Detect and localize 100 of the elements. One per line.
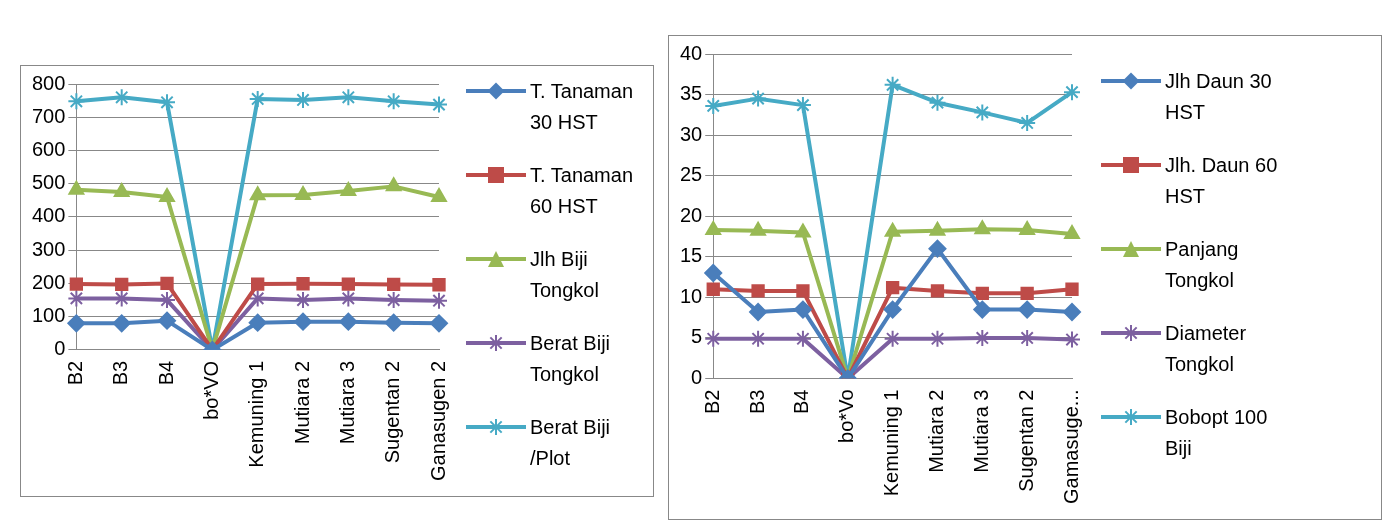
legend-label: Jlh. Daun 60 HST bbox=[1165, 153, 1279, 209]
point bbox=[68, 180, 85, 195]
legend-label: Berat Biji /Plot bbox=[530, 415, 612, 471]
y-tick-label: 25 bbox=[680, 163, 703, 186]
point bbox=[884, 222, 901, 237]
legend-label: Jlh Biji Tongkol bbox=[530, 247, 600, 303]
legend-label: T. Tanaman 30 HST bbox=[530, 79, 635, 135]
point bbox=[885, 280, 900, 295]
point bbox=[928, 93, 947, 112]
point bbox=[795, 223, 811, 238]
point bbox=[749, 89, 768, 108]
point bbox=[1018, 113, 1037, 132]
y-tick-label: 10 bbox=[680, 284, 703, 307]
point bbox=[1065, 282, 1079, 296]
point bbox=[883, 75, 902, 94]
x-tick-label: Kemuning 1 bbox=[880, 389, 903, 497]
point bbox=[750, 221, 767, 236]
point bbox=[67, 314, 86, 333]
point bbox=[341, 277, 355, 291]
y-tick-label: 700 bbox=[31, 104, 66, 127]
legend-label: Jlh Daun 30 HST bbox=[1165, 69, 1273, 125]
legend-label: Panjang Tongkol bbox=[1165, 237, 1240, 293]
x-tick-label: B2 bbox=[63, 360, 86, 386]
x-tick-label: bo*Vo bbox=[835, 389, 858, 443]
point bbox=[1019, 221, 1036, 236]
point bbox=[704, 264, 723, 283]
point bbox=[248, 313, 267, 332]
point bbox=[158, 311, 177, 330]
y-tick-label: 30 bbox=[680, 122, 703, 145]
y-tick-label: 20 bbox=[680, 203, 703, 226]
x-tick-label: Mutiara 3 bbox=[335, 360, 358, 445]
point bbox=[339, 312, 358, 331]
point bbox=[430, 95, 448, 114]
point bbox=[974, 220, 991, 235]
x-tick-label: B3 bbox=[109, 360, 132, 386]
x-tick-label: Mutiara 3 bbox=[969, 389, 992, 473]
point bbox=[249, 186, 266, 201]
y-tick-label: 0 bbox=[54, 337, 66, 360]
x-tick-label: Ganasugen 2 bbox=[426, 360, 449, 482]
y-tick-label: 400 bbox=[31, 204, 66, 227]
y-tick-label: 15 bbox=[680, 244, 703, 267]
y-tick-label: 500 bbox=[31, 171, 66, 194]
point bbox=[1064, 225, 1080, 240]
y-tick-label: 0 bbox=[691, 366, 703, 389]
y-tick-label: 5 bbox=[691, 325, 703, 348]
point bbox=[384, 313, 403, 332]
point bbox=[251, 277, 265, 291]
point bbox=[158, 93, 177, 112]
point bbox=[975, 286, 989, 300]
x-tick-label: Sugentan 2 bbox=[381, 360, 404, 464]
point bbox=[751, 284, 765, 298]
legend-label: Berat Biji Tongkol bbox=[530, 331, 612, 387]
point bbox=[295, 186, 311, 201]
point bbox=[928, 239, 947, 258]
point bbox=[158, 291, 177, 310]
point bbox=[296, 277, 310, 291]
x-tick-label: Mutiara 2 bbox=[924, 389, 947, 473]
point bbox=[883, 300, 902, 319]
point bbox=[115, 277, 129, 292]
point bbox=[1063, 302, 1081, 321]
x-tick-label: bo*VO bbox=[199, 360, 222, 420]
legend-label: Bobopt 100 Biji bbox=[1165, 405, 1269, 461]
point bbox=[973, 300, 992, 319]
y-tick-label: 35 bbox=[680, 82, 703, 105]
point bbox=[430, 291, 448, 310]
point bbox=[113, 183, 130, 198]
y-tick-label: 600 bbox=[31, 137, 66, 160]
point bbox=[930, 284, 945, 298]
point bbox=[929, 221, 946, 236]
point bbox=[749, 302, 768, 321]
x-tick-label: Kemuning 1 bbox=[245, 360, 268, 468]
y-tick-label: 300 bbox=[31, 237, 66, 260]
point bbox=[112, 314, 131, 333]
point bbox=[67, 92, 86, 111]
point bbox=[704, 96, 723, 115]
x-tick-label: Gamasuge... bbox=[1059, 389, 1082, 505]
x-tick-label: B2 bbox=[700, 389, 723, 414]
point bbox=[973, 103, 992, 122]
point bbox=[340, 182, 357, 197]
x-tick-label: B4 bbox=[154, 360, 177, 386]
x-tick-label: Sugentan 2 bbox=[1014, 389, 1037, 492]
point bbox=[430, 314, 448, 333]
point bbox=[387, 277, 401, 292]
point bbox=[1020, 286, 1034, 300]
x-tick-label: B3 bbox=[745, 389, 768, 414]
y-tick-label: 100 bbox=[31, 304, 66, 327]
legend-label: Diameter Tongkol bbox=[1165, 321, 1248, 377]
point bbox=[1063, 83, 1081, 102]
point bbox=[159, 188, 175, 203]
legend-label: T. Tanaman 60 HST bbox=[530, 163, 635, 219]
point bbox=[385, 177, 402, 192]
point bbox=[705, 221, 722, 236]
point bbox=[432, 278, 446, 292]
y-tick-label: 800 bbox=[31, 71, 66, 94]
point bbox=[294, 312, 313, 331]
point bbox=[160, 276, 174, 291]
x-tick-label: B4 bbox=[790, 389, 813, 414]
point bbox=[793, 300, 812, 319]
point bbox=[431, 188, 447, 203]
point bbox=[1063, 330, 1081, 349]
